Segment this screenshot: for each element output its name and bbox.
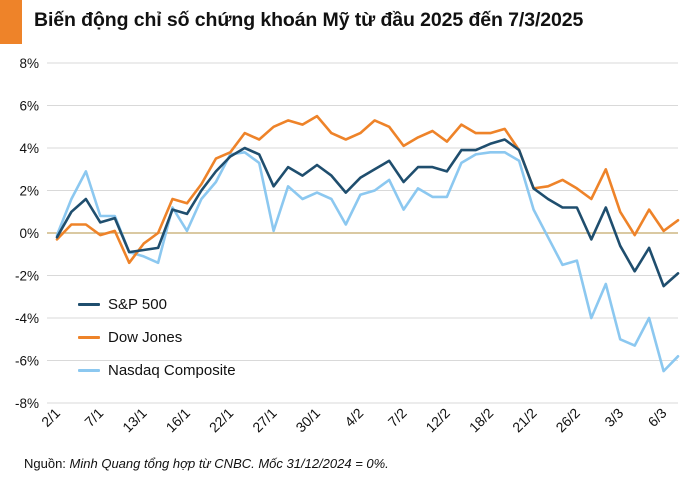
- x-tick-label: 21/2: [509, 405, 540, 436]
- x-tick-label: 16/1: [163, 405, 194, 436]
- y-tick-label: -8%: [15, 396, 39, 411]
- chart-legend: S&P 500 Dow Jones Nasdaq Composite: [78, 288, 236, 387]
- series-line-nasdaq: [55, 151, 680, 373]
- title-accent-bar: [0, 0, 22, 44]
- legend-item-sp500: S&P 500: [78, 288, 236, 321]
- y-tick-label: 2%: [19, 184, 39, 199]
- y-tick-label: 6%: [19, 99, 39, 114]
- source-prefix: Nguồn:: [24, 456, 70, 471]
- x-tick-label: 7/2: [385, 405, 410, 430]
- legend-item-nasdaq: Nasdaq Composite: [78, 354, 236, 387]
- legend-swatch-nasdaq: [78, 368, 100, 373]
- chart-title: Biến động chỉ số chứng khoán Mỹ từ đầu 2…: [34, 9, 584, 31]
- x-tick-label: 22/1: [206, 405, 237, 436]
- x-tick-label: 4/2: [341, 405, 366, 430]
- x-tick-label: 7/1: [81, 405, 106, 430]
- y-tick-label: 4%: [19, 141, 39, 156]
- series-line-sp500: [55, 138, 680, 288]
- grid-layer: [47, 62, 678, 404]
- x-tick-label: 2/1: [38, 405, 63, 430]
- y-tick-label: -4%: [15, 311, 39, 326]
- legend-swatch-sp500: [78, 302, 100, 307]
- legend-swatch-dowjones: [78, 335, 100, 340]
- y-tick-label: 0%: [19, 226, 39, 241]
- legend-label-nasdaq: Nasdaq Composite: [108, 362, 236, 379]
- x-tick-label: 12/2: [422, 405, 453, 436]
- x-tick-label: 6/3: [645, 405, 670, 430]
- legend-label-dowjones: Dow Jones: [108, 329, 183, 346]
- x-tick-label: 18/2: [466, 405, 497, 436]
- x-tick-label: 3/3: [601, 405, 626, 430]
- x-tick-label: 27/1: [249, 405, 280, 436]
- source-text: Minh Quang tổng hợp từ CNBC. Mốc 31/12/2…: [69, 456, 389, 471]
- legend-item-dowjones: Dow Jones: [78, 321, 236, 354]
- x-tick-label: 30/1: [292, 405, 323, 436]
- legend-label-sp500: S&P 500: [108, 296, 167, 313]
- x-tick-label: 26/2: [552, 405, 583, 436]
- y-tick-label: -6%: [15, 354, 39, 369]
- y-axis-labels: -8% -6% -4% -2% 0% 2% 4% 6% 8%: [15, 56, 39, 411]
- source-note: Nguồn: Minh Quang tổng hợp từ CNBC. Mốc …: [24, 456, 389, 471]
- y-tick-label: 8%: [19, 56, 39, 71]
- series-line-dowjones: [55, 114, 680, 265]
- x-axis-labels: 2/1 7/1 13/1 16/1 22/1 27/1 30/1 4/2 7/2 12/2 18/2…: [38, 405, 670, 436]
- series-layer: [55, 114, 680, 373]
- y-tick-label: -2%: [15, 269, 39, 284]
- x-tick-label: 13/1: [119, 405, 150, 436]
